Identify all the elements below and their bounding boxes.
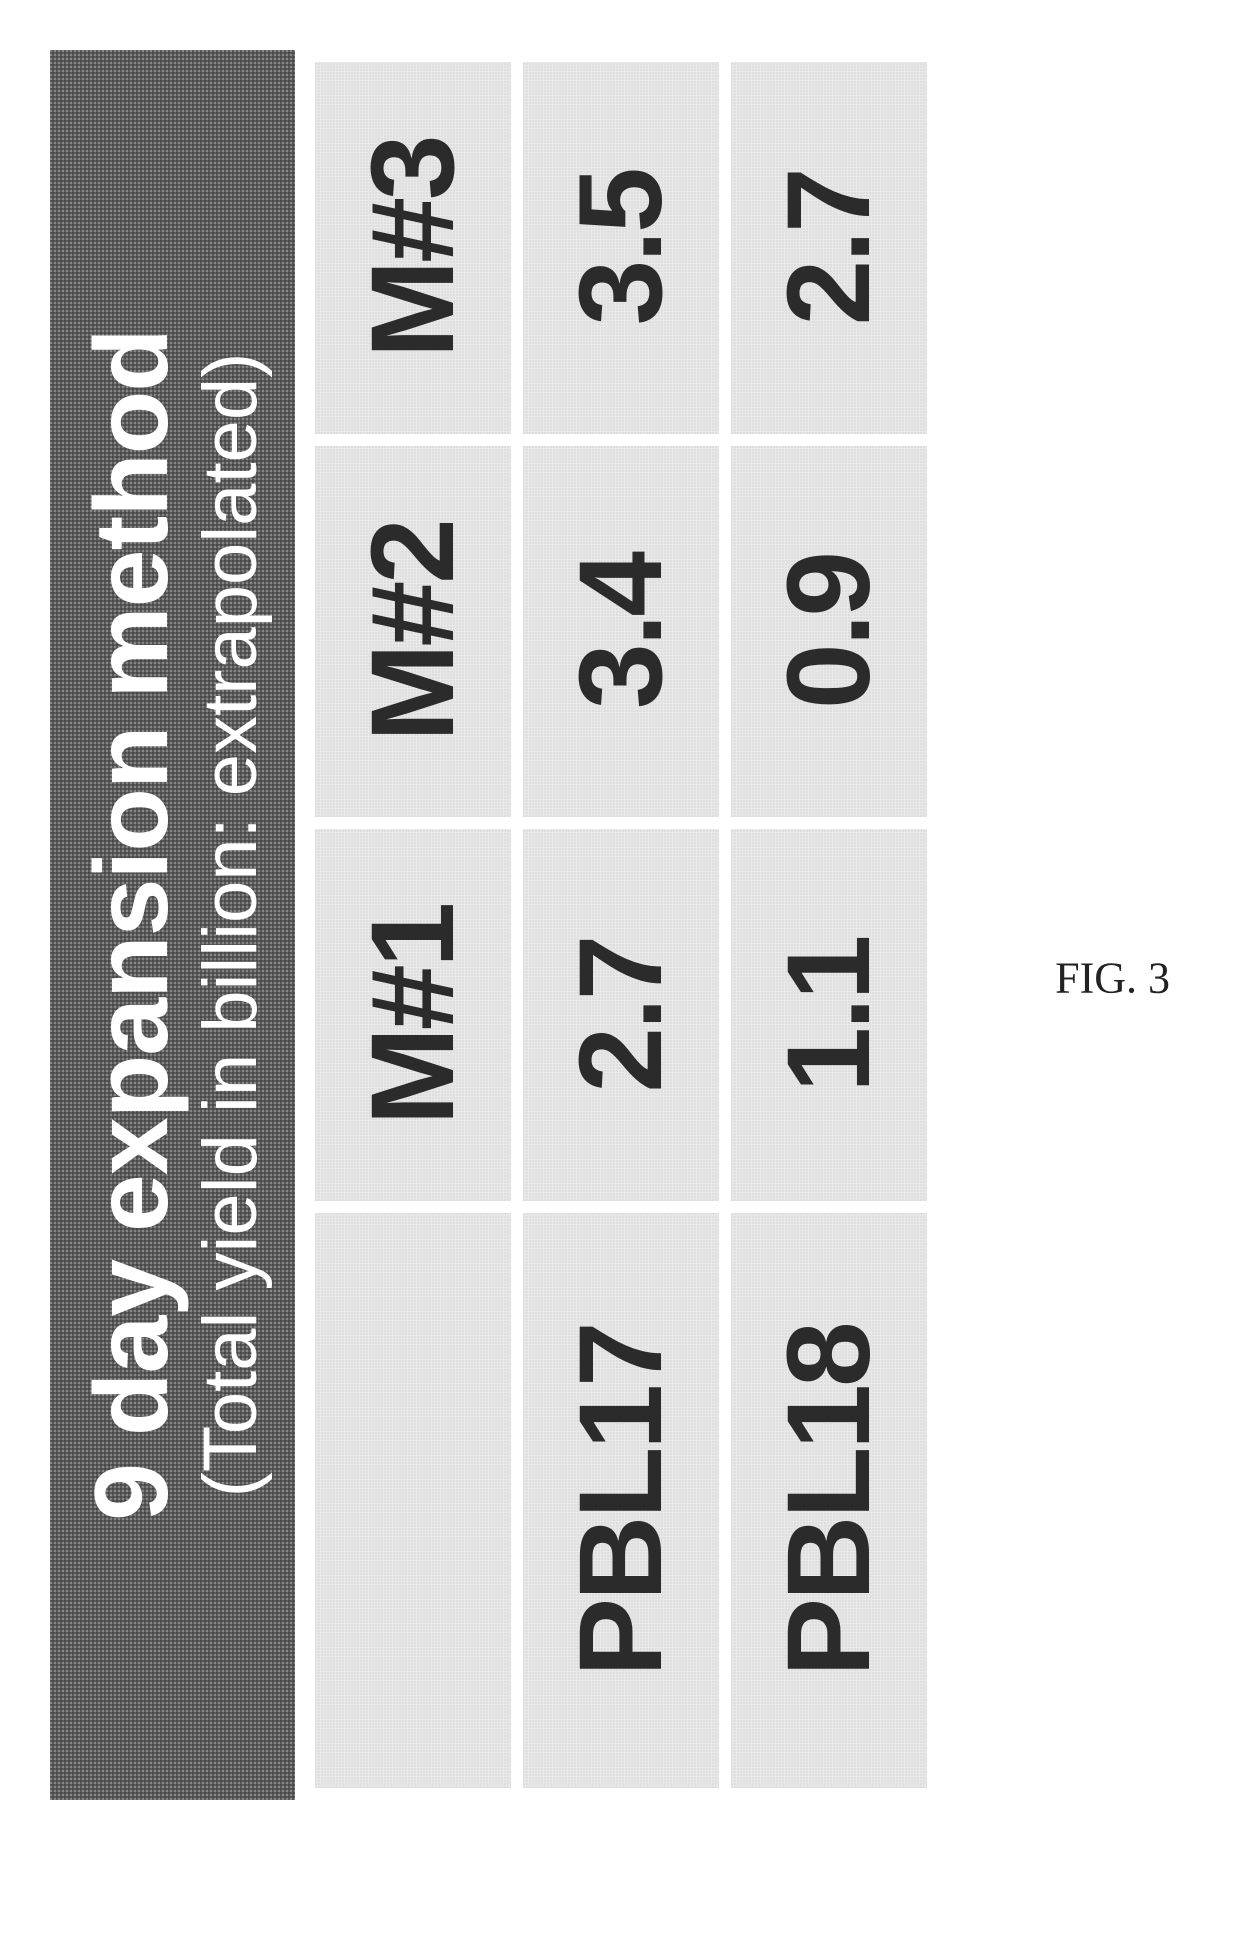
figure-title-line2: (Total yield in billion: extrapolated) [187,70,274,1780]
table-header-col2: M#2 [315,446,511,818]
cell-pbl18-m1: 1.1 [731,829,927,1201]
figure-title-line1: 9 day expansion method [78,70,187,1780]
cell-pbl17-m2: 3.4 [523,446,719,818]
table-header-blank [315,1213,511,1788]
table-header-col1: M#1 [315,829,511,1201]
table-header-row: M#1 M#2 M#3 [315,62,511,1788]
figure: 9 day expansion method (Total yield in b… [50,50,939,1800]
table-row: PBL18 1.1 0.9 2.7 [731,62,927,1788]
cell-pbl18-m2: 0.9 [731,446,927,818]
cell-pbl17-m1: 2.7 [523,829,719,1201]
figure-caption: FIG. 3 [1055,952,1170,1003]
figure-rotated-container: 9 day expansion method (Total yield in b… [50,50,939,1800]
table-row: PBL17 2.7 3.4 3.5 [523,62,719,1788]
cell-pbl17-m3: 3.5 [523,62,719,434]
cell-pbl18-m3: 2.7 [731,62,927,434]
figure-title-bar: 9 day expansion method (Total yield in b… [50,50,295,1800]
row-label-pbl18: PBL18 [731,1213,927,1788]
yield-table: M#1 M#2 M#3 PBL17 2.7 3.4 3.5 PBL18 1.1 … [303,50,939,1800]
row-label-pbl17: PBL17 [523,1213,719,1788]
table-header-col3: M#3 [315,62,511,434]
